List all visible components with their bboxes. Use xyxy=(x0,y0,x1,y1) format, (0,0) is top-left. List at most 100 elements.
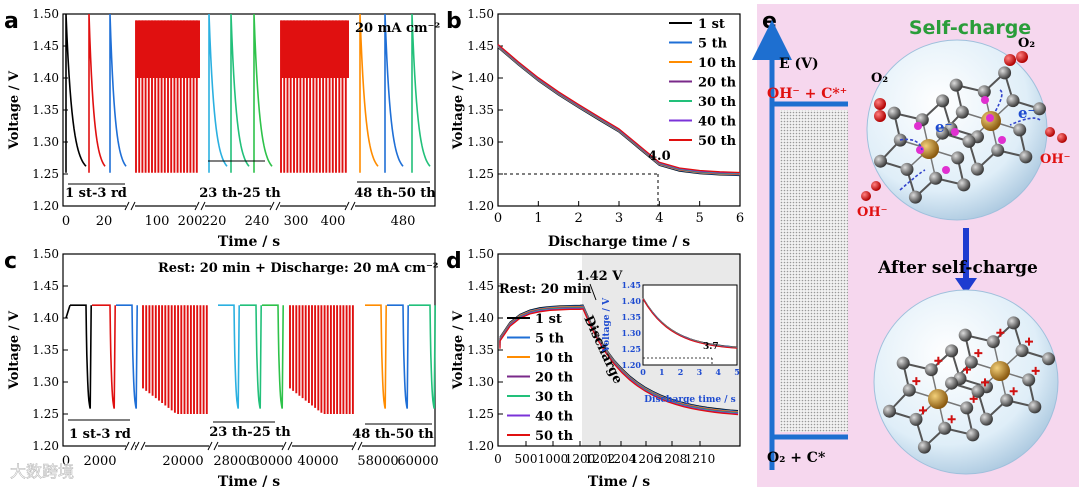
break-slash xyxy=(269,201,275,211)
series-c-teal2 xyxy=(409,304,436,409)
dense-block-a1-fill xyxy=(136,20,200,78)
cycle-label-c3: 48 th-50 th xyxy=(352,423,434,442)
break-slash xyxy=(200,201,206,211)
carbon-atom xyxy=(1007,316,1021,330)
watermark: 大数跨境 xyxy=(10,462,74,481)
oxygen-atom xyxy=(874,98,886,110)
break-gap xyxy=(346,202,355,210)
x-tick-a: 200 xyxy=(178,214,203,229)
series-c-teal xyxy=(240,304,262,409)
oh-label-2: OH⁻ xyxy=(857,205,887,220)
panel-letter-b: b xyxy=(446,9,462,34)
y-tick-label: 1.20 xyxy=(467,199,494,213)
svg-text:23 th-25 th: 23 th-25 th xyxy=(199,186,281,201)
cycle-label-a1: 1 st-3 rd xyxy=(65,183,127,201)
break-slash xyxy=(281,441,287,451)
x-tick-label-d: 1208 xyxy=(657,452,688,466)
x-tick-label-d: 500 xyxy=(515,452,538,466)
series-c-red xyxy=(92,304,116,409)
y-tick-label: 1.35 xyxy=(467,343,494,357)
series-c-cyan xyxy=(218,304,240,409)
y-tick-label: 1.35 xyxy=(467,103,494,117)
legend-label-b: 50 th xyxy=(698,134,737,149)
y-tick-label: 1.25 xyxy=(32,407,59,421)
charge-dot xyxy=(916,146,924,154)
break-gap xyxy=(271,202,280,210)
break-slash xyxy=(357,441,363,451)
carbon-atom xyxy=(938,421,952,435)
x-tick-c: 60000 xyxy=(397,454,438,469)
carbon-atom xyxy=(1019,150,1033,164)
y-tick-label: 1.25 xyxy=(467,167,494,181)
x-tick-label-d: 1202 xyxy=(585,452,616,466)
carbon-atom xyxy=(966,428,980,442)
y-axis-label-c: Voltage / V xyxy=(7,310,22,390)
down-arrow-head xyxy=(955,278,977,294)
x-tick-label-b: 4 xyxy=(655,211,663,226)
legend-label-b: 1 st xyxy=(698,17,725,32)
carbon-atom xyxy=(951,151,965,165)
voltage-label-d: 1.42 V xyxy=(576,269,623,284)
carbon-atom xyxy=(908,190,922,204)
break-slash xyxy=(287,441,293,451)
o2-label-2: O₂ xyxy=(871,71,888,86)
y-tick-label: 1.45 xyxy=(32,279,59,293)
charge-dot xyxy=(986,114,994,122)
x-tick-a: 300 xyxy=(284,214,309,229)
oh-label-1: OH⁻ xyxy=(1040,152,1070,167)
o2-label-1: O₂ xyxy=(1018,36,1035,51)
series-b-50th xyxy=(497,44,741,174)
carbon-atom xyxy=(1042,352,1055,366)
legend-label-b: 30 th xyxy=(698,95,737,110)
marker-label-b: 4.0 xyxy=(648,149,671,164)
inset-series xyxy=(642,298,738,349)
inset-x-tick: 0 xyxy=(640,367,646,377)
x-axis-label-a: Time / s xyxy=(218,234,280,250)
carbon-atom xyxy=(1006,94,1020,108)
x-tick-c: 28000 xyxy=(213,454,254,469)
plot-frame-c xyxy=(62,253,436,447)
break-slash xyxy=(207,441,213,451)
carbon-atom xyxy=(936,94,950,108)
x-tick-label-b: 6 xyxy=(736,211,744,226)
x-tick-c: 40000 xyxy=(297,454,338,469)
carbon-atom xyxy=(964,355,978,369)
x-tick-a: 480 xyxy=(391,214,416,229)
axis-break-marks xyxy=(124,201,363,451)
carbon-atom xyxy=(874,154,887,168)
series-a-black xyxy=(65,13,87,173)
carbon-atom xyxy=(970,162,984,176)
carbon-atom xyxy=(979,412,993,426)
break-slash xyxy=(344,201,350,211)
series-a-cyan xyxy=(208,13,228,173)
panel-b: b 1.50 1.45 1.40 1.35 1.30 1.25 1.20 0 1 2 3 4 5 6 4… xyxy=(446,7,744,250)
series-a-blue xyxy=(109,13,127,173)
y-tick-label: 1.25 xyxy=(32,167,59,181)
x-tick-c: 30000 xyxy=(251,454,292,469)
bottom-level-label: O₂ + C* xyxy=(767,450,826,466)
carbon-atom xyxy=(883,404,896,418)
cycle-label-c2: 23 th-25 th xyxy=(209,421,291,440)
x-tick-label-d: 1000 xyxy=(538,452,569,466)
carbon-atom xyxy=(1033,102,1046,116)
y-tick-label: 1.20 xyxy=(32,199,59,213)
x-axis-label-c: Time / s xyxy=(218,474,280,489)
panel-letter-a: a xyxy=(4,9,19,34)
inset-y-tick: 1.35 xyxy=(622,312,641,322)
carbon-atom xyxy=(909,412,923,426)
x-axis-label-d: Time / s xyxy=(588,474,650,489)
break-gap xyxy=(283,442,292,450)
series-a-teal xyxy=(230,13,250,173)
break-gap xyxy=(196,202,205,210)
carbon-atom xyxy=(1013,123,1027,137)
y-tick-label: 1.40 xyxy=(467,71,494,85)
cycle-label-c1: 1 st-3 rd xyxy=(68,419,131,442)
electron-path xyxy=(899,138,923,151)
carbon-atom xyxy=(986,335,1000,349)
legend-label-d: 10 th xyxy=(535,351,574,366)
inset-y-tick: 1.45 xyxy=(622,280,641,290)
series-c-orange xyxy=(365,304,387,409)
rest-annotation-c: Rest: 20 min + Discharge: 20 mA cm⁻² xyxy=(158,261,439,276)
x-tick-label-d: 1206 xyxy=(631,452,662,466)
svg-text:1 st-3 rd: 1 st-3 rd xyxy=(69,427,131,442)
